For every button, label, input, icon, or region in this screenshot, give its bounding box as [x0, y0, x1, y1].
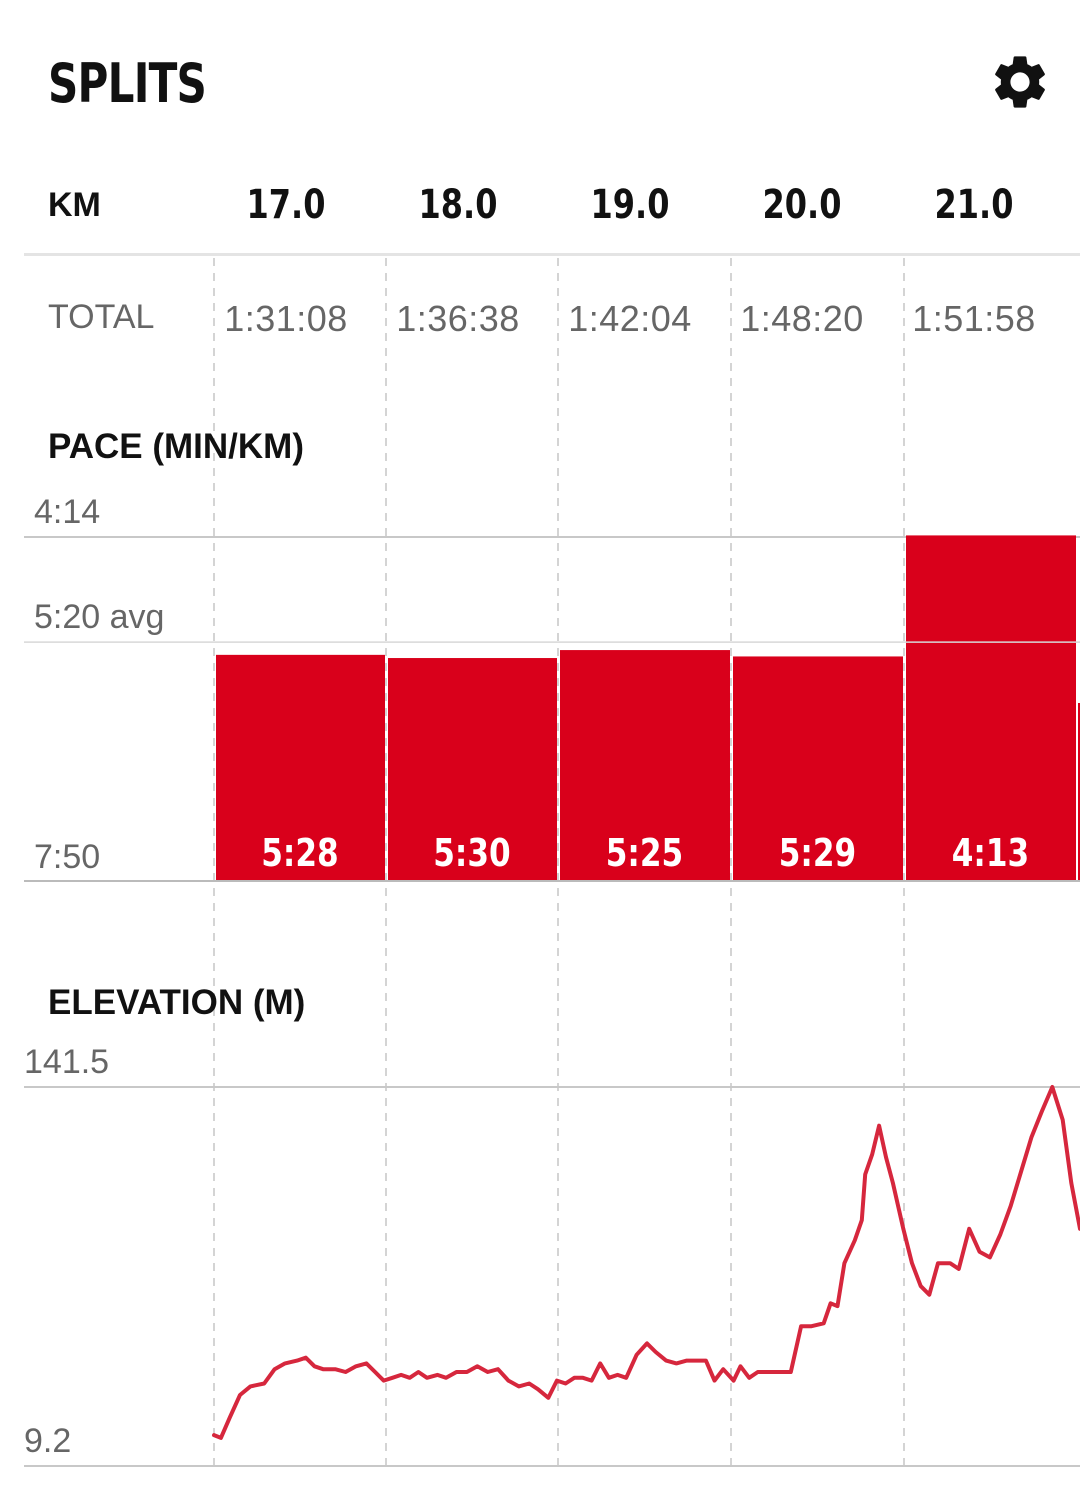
total-17: 1:31:08 [224, 298, 348, 339]
pace-value-label: 4:13 [952, 832, 1029, 876]
pace-value-label: 5:28 [261, 832, 338, 876]
pace-bar-18.0 [388, 658, 557, 881]
elevation-title: ELEVATION (M) [48, 983, 306, 1022]
km-header: KM [48, 186, 101, 224]
km-18: 18.0 [418, 182, 498, 228]
elevation-bottom-label: 9.2 [24, 1422, 72, 1460]
pace-bar-21.0 [906, 535, 1076, 881]
total-21: 1:51:58 [912, 298, 1036, 339]
total-18: 1:36:38 [396, 298, 520, 339]
gear-icon[interactable] [988, 50, 1052, 114]
page-title: SPLITS [48, 52, 207, 115]
km-19: 19.0 [590, 182, 670, 228]
pace-bar-17.0 [216, 654, 385, 881]
pace-top-label: 4:14 [34, 493, 101, 531]
pace-value-label: 5:25 [606, 832, 683, 876]
pace-bar-19.0 [560, 650, 730, 881]
header-divider [24, 253, 1080, 256]
km-17: 17.0 [246, 182, 326, 228]
total-19: 1:42:04 [568, 298, 692, 339]
pace-bar-20.0 [733, 656, 903, 881]
km-21: 21.0 [934, 182, 1014, 228]
total-20: 1:48:20 [740, 298, 864, 339]
pace-bar-partial [1078, 703, 1080, 881]
total-label: TOTAL [48, 298, 155, 336]
elevation-line [212, 1085, 1080, 1440]
pace-bottom-label: 7:50 [34, 838, 101, 876]
pace-value-label: 5:30 [433, 832, 510, 876]
km-20: 20.0 [762, 182, 842, 228]
pace-avg-label: 5:20 avg [34, 598, 165, 636]
elevation-top-label: 141.5 [24, 1043, 110, 1081]
pace-title: PACE (MIN/KM) [48, 427, 304, 466]
pace-value-label: 5:29 [779, 832, 856, 876]
